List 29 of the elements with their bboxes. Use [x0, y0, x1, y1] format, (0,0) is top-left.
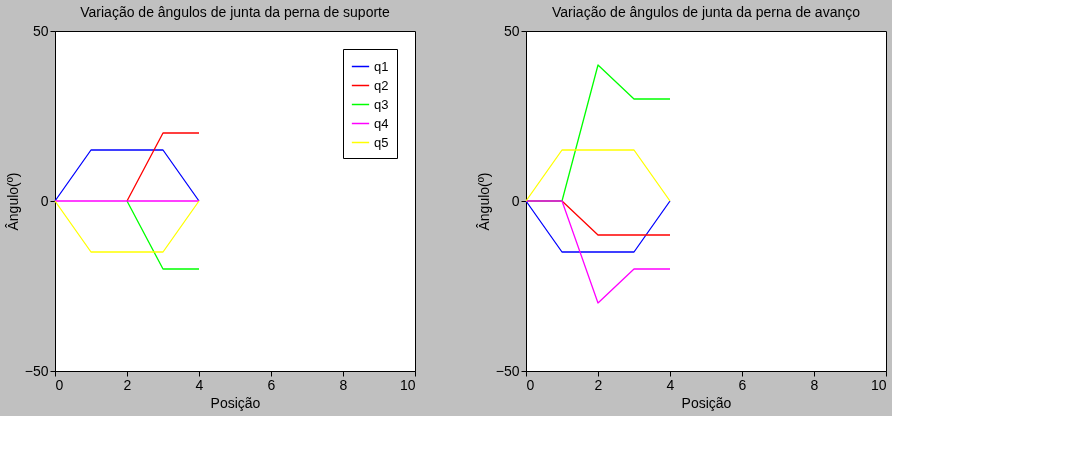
x-tick-label: 8	[339, 376, 348, 393]
y-tick-label: 50	[32, 22, 49, 39]
x-tick-label: 6	[267, 376, 276, 393]
y-tick-label: −50	[24, 362, 49, 379]
legend-label: q4	[374, 115, 389, 131]
y-axis-title: Ângulo(º)	[4, 172, 21, 231]
x-tick-label: 4	[666, 376, 675, 393]
x-tick-label: 2	[594, 376, 603, 393]
x-tick-label: 10	[870, 376, 887, 393]
y-axis-title: Ângulo(º)	[475, 172, 492, 231]
x-tick-label: 8	[810, 376, 819, 393]
x-tick-label: 0	[55, 376, 64, 393]
x-axis-title: Posição	[210, 394, 261, 411]
chart-title: Variação de ângulos de junta da perna de avanço	[552, 4, 861, 20]
chart-title: Variação de ângulos de junta da perna de suporte	[80, 4, 390, 20]
x-tick-label: 4	[195, 376, 204, 393]
y-tick-label: 50	[503, 22, 520, 39]
x-tick-label: 10	[399, 376, 416, 393]
legend-label: q1	[374, 58, 389, 74]
x-axis-title: Posição	[681, 394, 732, 411]
y-tick-label: 0	[511, 192, 520, 209]
x-tick-label: 2	[123, 376, 132, 393]
x-tick-label: 6	[738, 376, 747, 393]
y-tick-label: 0	[40, 192, 49, 209]
y-tick-label: −50	[495, 362, 520, 379]
legend-label: q3	[374, 96, 389, 112]
legend-label: q2	[374, 77, 389, 93]
legend-label: q5	[374, 134, 389, 150]
x-tick-label: 0	[526, 376, 535, 393]
